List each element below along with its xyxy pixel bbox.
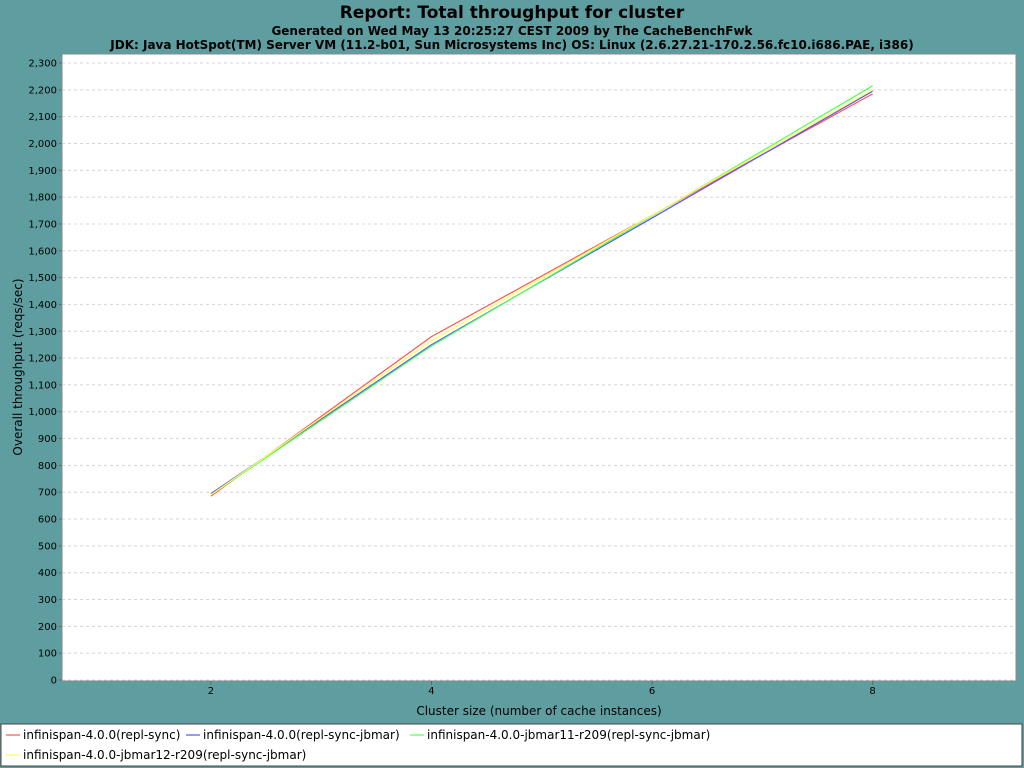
y-tick-label: 2,000 <box>28 139 57 150</box>
x-tick-label: 8 <box>869 686 875 697</box>
grid <box>62 62 1016 681</box>
y-tick-label: 2,200 <box>28 85 57 96</box>
legend-label: infinispan-4.0.0-jbmar12-r209(repl-sync-… <box>23 748 306 762</box>
y-tick-label: 1,100 <box>28 380 57 391</box>
y-tick-label: 500 <box>38 541 57 552</box>
y-tick-label: 1,400 <box>28 300 57 311</box>
chart-subtitle-1: Generated on Wed May 13 20:25:27 CEST 20… <box>271 24 753 38</box>
series-line-4 <box>210 89 873 496</box>
plot-area <box>61 53 1017 682</box>
y-axis-label: Overall throughput (reqs/sec) <box>11 278 25 455</box>
x-tick-label: 6 <box>649 686 655 697</box>
chart-title: Report: Total throughput for cluster <box>340 3 685 23</box>
x-axis-label: Cluster size (number of cache instances) <box>416 704 661 718</box>
y-tick-label: 2,100 <box>28 112 57 123</box>
x-tick-label: 2 <box>208 686 214 697</box>
y-tick-label: 1,500 <box>28 273 57 284</box>
y-tick-label: 1,000 <box>28 407 57 418</box>
y-tick-label: 2,300 <box>28 59 57 70</box>
legend-label: infinispan-4.0.0(repl-sync-jbmar) <box>203 728 400 742</box>
y-tick-label: 900 <box>38 434 57 445</box>
y-tick-label: 1,600 <box>28 246 57 257</box>
y-tick-label: 700 <box>38 488 57 499</box>
y-axis: 0 100 200 300 400 500 600 700 800 900 1,000 1,100 1,… <box>28 59 62 687</box>
y-tick-label: 1,800 <box>28 193 57 204</box>
y-tick-label: 200 <box>38 622 57 633</box>
y-tick-label: 600 <box>38 515 57 526</box>
y-tick-label: 800 <box>38 461 57 472</box>
legend <box>0 723 1023 767</box>
legend-label: infinispan-4.0.0(repl-sync) <box>23 728 180 742</box>
series-line-3 <box>210 85 873 496</box>
legend-label: infinispan-4.0.0-jbmar11-r209(repl-sync-… <box>427 728 710 742</box>
series-lines <box>210 85 873 497</box>
y-tick-label: 400 <box>38 568 57 579</box>
y-tick-label: 1,900 <box>28 166 57 177</box>
chart-subtitle-2: JDK: Java HotSpot(TM) Server VM (11.2-b0… <box>109 38 913 52</box>
y-tick-label: 100 <box>38 649 57 660</box>
y-tick-label: 1,200 <box>28 354 57 365</box>
x-tick-label: 4 <box>428 686 434 697</box>
legend-items: infinispan-4.0.0(repl-sync) infinispan-4.… <box>6 728 710 762</box>
y-tick-label: 300 <box>38 595 57 606</box>
y-tick-label: 0 <box>51 676 57 687</box>
x-axis: 2 4 6 8 <box>208 681 876 697</box>
y-tick-label: 1,700 <box>28 219 57 230</box>
y-tick-label: 1,300 <box>28 327 57 338</box>
